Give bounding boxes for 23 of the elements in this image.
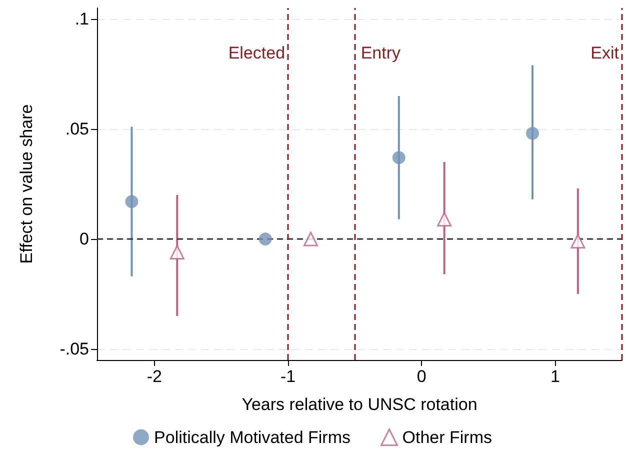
point (170, 244, 184, 260)
y-tick-label: 0 (80, 230, 89, 248)
point (125, 195, 138, 208)
point (526, 126, 539, 140)
point (303, 232, 318, 246)
y-tick-label: -.05 (60, 340, 89, 358)
legend-label: Other Firms (402, 428, 492, 447)
x-tick-label: -2 (146, 367, 162, 386)
point (392, 151, 406, 164)
ref-line-label: Elected (228, 44, 286, 62)
x-tick-label: -1 (280, 367, 296, 386)
x-tick-label: 1 (550, 367, 560, 386)
y-axis-title: Effect on value share (17, 104, 36, 264)
y-tick-label: .1 (74, 10, 89, 28)
legend-label: Politically Motivated Firms (154, 428, 351, 447)
x-tick-label: 0 (416, 367, 426, 386)
point (570, 234, 586, 248)
point (258, 232, 272, 246)
x-axis-title: Years relative to UNSC rotation (242, 395, 478, 414)
ref-line-label: Entry (360, 44, 401, 62)
point (437, 212, 452, 226)
y-tick-label: .05 (65, 120, 89, 138)
ref-line-label: Exit (590, 44, 620, 62)
